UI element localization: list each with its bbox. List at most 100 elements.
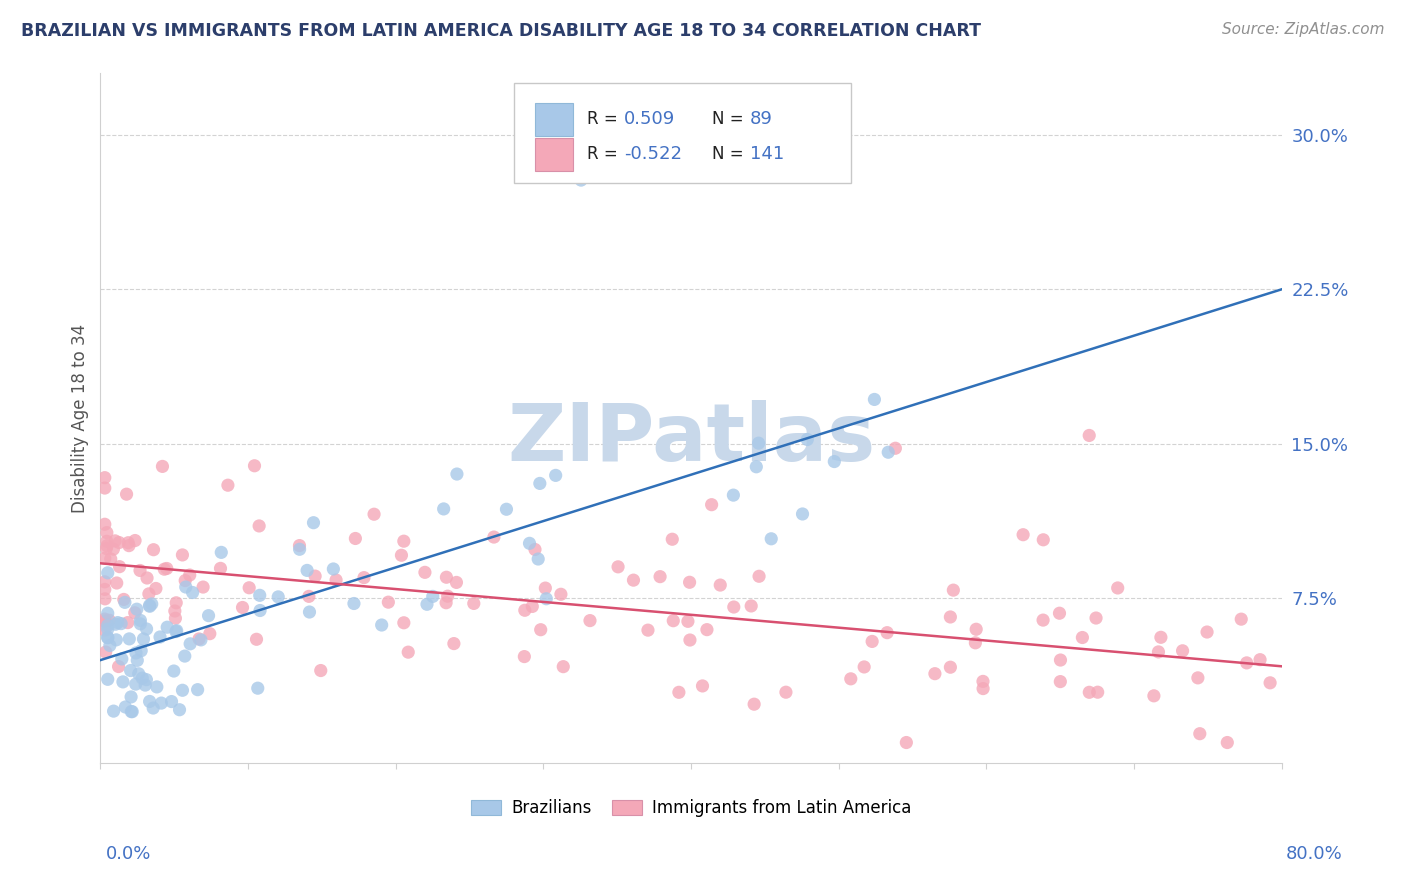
Point [97,631,120,645]
Point [163,664,186,678]
Point [191,580,214,594]
FancyBboxPatch shape [536,138,572,171]
Point [536,591,558,606]
Point [544,468,567,483]
Point [534,581,557,595]
Point [1171,644,1194,658]
Point [761,532,783,546]
Point [569,173,592,187]
Point [94,624,117,638]
Point [513,649,536,664]
Point [413,566,436,580]
Point [138,587,160,601]
Point [692,679,714,693]
Text: ZIPatlas: ZIPatlas [508,400,875,478]
Point [527,552,550,566]
Point [231,600,253,615]
Point [700,498,723,512]
Point [1187,671,1209,685]
Point [103,704,125,718]
Point [679,633,702,648]
Point [1258,675,1281,690]
Point [94,591,117,606]
Point [877,445,900,459]
Point [105,576,128,591]
Point [100,552,122,566]
Point [377,595,399,609]
Point [363,507,385,521]
Point [1147,645,1170,659]
Point [1032,533,1054,547]
Point [1143,689,1166,703]
Point [190,632,212,647]
Point [1197,625,1219,640]
Point [94,517,117,532]
Point [302,516,325,530]
Point [105,632,128,647]
Point [111,652,134,666]
Point [1150,630,1173,644]
Point [94,645,117,659]
Text: 141: 141 [751,145,785,163]
Text: 0.509: 0.509 [624,111,675,128]
Point [396,645,419,659]
Point [134,678,156,692]
Point [463,597,485,611]
Point [1049,674,1071,689]
Point [696,623,718,637]
Point [648,569,671,583]
Point [436,589,458,603]
Text: -0.522: -0.522 [624,145,682,163]
Point [530,623,553,637]
Y-axis label: Disability Age 18 to 34: Disability Age 18 to 34 [72,324,89,513]
Point [924,666,946,681]
Point [1085,611,1108,625]
Point [94,582,117,597]
Text: 89: 89 [751,111,773,128]
Point [172,548,194,562]
Point [245,632,267,647]
Point [1078,428,1101,442]
Point [142,701,165,715]
Point [125,602,148,616]
Point [120,664,142,678]
Point [553,659,575,673]
Point [513,603,536,617]
Point [1012,527,1035,541]
Point [723,488,745,502]
Point [129,616,152,631]
Point [288,542,311,557]
Point [129,643,152,657]
Point [298,605,321,619]
Point [150,696,173,710]
Point [96,541,118,556]
Point [550,587,572,601]
Point [97,631,120,645]
Text: N =: N = [713,145,744,163]
Point [309,664,332,678]
Point [96,539,118,553]
Point [298,590,321,604]
Point [1071,631,1094,645]
Point [1049,653,1071,667]
Point [112,592,135,607]
Point [972,674,994,689]
Point [884,442,907,456]
Point [304,569,326,583]
Point [209,561,232,575]
Point [392,534,415,549]
Point [117,615,139,630]
Point [160,695,183,709]
Point [165,596,187,610]
Point [97,673,120,687]
Text: Source: ZipAtlas.com: Source: ZipAtlas.com [1222,22,1385,37]
Point [939,610,962,624]
Point [174,580,197,594]
Point [96,534,118,549]
Point [181,585,204,599]
Point [129,564,152,578]
Point [169,703,191,717]
Point [217,478,239,492]
Point [135,622,157,636]
Point [98,613,121,627]
